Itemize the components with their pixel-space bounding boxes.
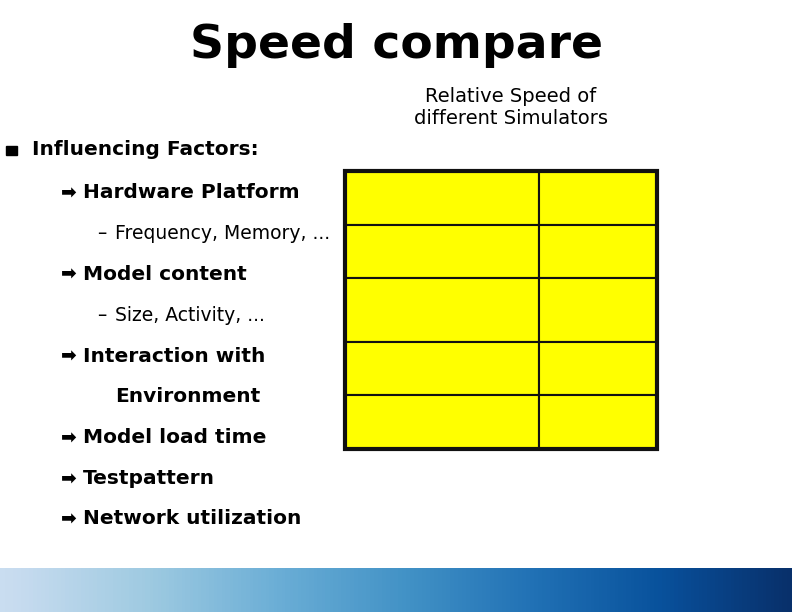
Text: Cycle Simulator: Cycle Simulator bbox=[371, 244, 512, 259]
Text: Frequency, Memory, ...: Frequency, Memory, ... bbox=[115, 224, 330, 244]
Text: Testpattern: Testpattern bbox=[83, 469, 215, 488]
Text: ➡: ➡ bbox=[61, 509, 77, 529]
Text: –: – bbox=[97, 224, 107, 244]
Text: Size, Activity, ...: Size, Activity, ... bbox=[115, 305, 265, 325]
Bar bbox=[539, 395, 657, 449]
Text: Model content: Model content bbox=[83, 264, 247, 284]
Text: ➡: ➡ bbox=[61, 428, 77, 447]
Bar bbox=[539, 171, 657, 225]
Text: ➡: ➡ bbox=[61, 183, 77, 203]
Text: ➡: ➡ bbox=[61, 469, 77, 488]
Bar bbox=[6, 146, 17, 155]
Text: 100000: 100000 bbox=[562, 413, 634, 431]
Bar bbox=[345, 171, 539, 225]
Text: Event driven cycle
Simulator: Event driven cycle Simulator bbox=[359, 294, 524, 326]
Text: 20: 20 bbox=[586, 242, 610, 260]
Text: Speed compare: Speed compare bbox=[189, 23, 603, 69]
Text: Interaction with: Interaction with bbox=[83, 346, 265, 366]
Text: Network utilization: Network utilization bbox=[83, 509, 302, 529]
Text: Event Simulator: Event Simulator bbox=[369, 190, 514, 206]
Bar bbox=[539, 225, 657, 278]
Text: Influencing Factors:: Influencing Factors: bbox=[32, 140, 258, 160]
Bar bbox=[345, 342, 539, 395]
Text: 1: 1 bbox=[592, 189, 604, 207]
Text: 50: 50 bbox=[586, 301, 610, 319]
Text: Relative Speed of
different Simulators: Relative Speed of different Simulators bbox=[414, 87, 607, 127]
Text: –: – bbox=[97, 305, 107, 325]
Text: Environment: Environment bbox=[115, 387, 260, 406]
Text: Emulation: Emulation bbox=[396, 414, 487, 430]
Bar bbox=[345, 225, 539, 278]
Text: Model load time: Model load time bbox=[83, 428, 267, 447]
Bar bbox=[539, 342, 657, 395]
Text: Acceleration: Acceleration bbox=[385, 361, 498, 376]
Text: 1000: 1000 bbox=[573, 360, 623, 378]
Text: ➡: ➡ bbox=[61, 264, 77, 284]
Text: Hardware Platform: Hardware Platform bbox=[83, 183, 300, 203]
Text: ➡: ➡ bbox=[61, 346, 77, 366]
Bar bbox=[345, 278, 539, 342]
Bar bbox=[539, 278, 657, 342]
Bar bbox=[345, 395, 539, 449]
